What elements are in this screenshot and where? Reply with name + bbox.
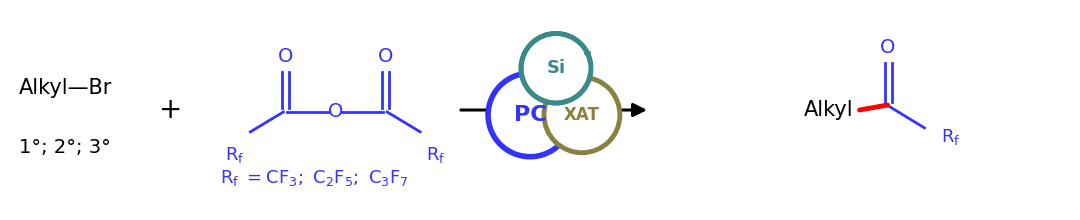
Text: Si: Si (546, 59, 566, 77)
Circle shape (544, 77, 620, 153)
Circle shape (521, 33, 591, 103)
Text: O: O (278, 47, 293, 66)
Text: O: O (327, 103, 343, 121)
Text: $\mathsf{R_f}$: $\mathsf{R_f}$ (942, 127, 961, 147)
Text: $\mathsf{R_f}$: $\mathsf{R_f}$ (427, 145, 446, 165)
Text: $\mathsf{R_f}$ $\mathsf{= CF_3; \ C_2F_5; \ C_3F_7}$: $\mathsf{R_f}$ $\mathsf{= CF_3; \ C_2F_5… (220, 168, 409, 188)
Text: Alkyl—Br: Alkyl—Br (18, 78, 112, 98)
Circle shape (488, 73, 572, 157)
Text: XAT: XAT (564, 106, 599, 124)
Text: $\mathsf{R_f}$: $\mathsf{R_f}$ (225, 145, 244, 165)
Text: O: O (378, 47, 393, 66)
Text: PC: PC (514, 105, 546, 125)
Text: O: O (880, 38, 895, 57)
Text: 1°; 2°; 3°: 1°; 2°; 3° (18, 138, 110, 157)
Text: +: + (159, 96, 183, 124)
Text: Alkyl: Alkyl (804, 100, 853, 120)
